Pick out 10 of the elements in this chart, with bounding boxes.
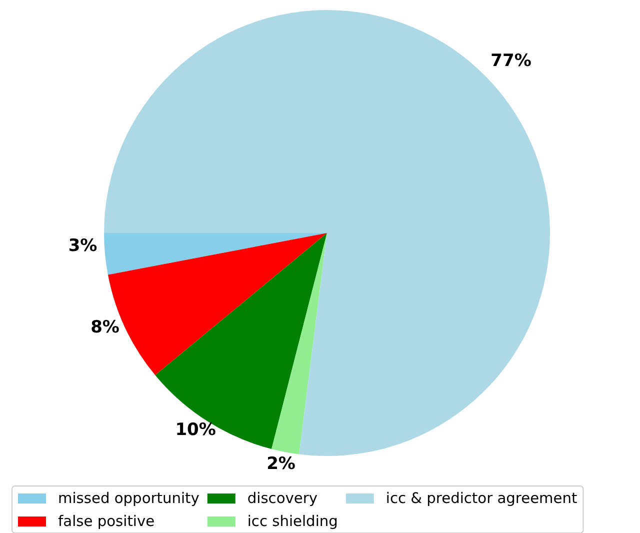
legend-label: false positive bbox=[58, 513, 155, 530]
data-label: 8% bbox=[90, 317, 120, 338]
legend-label: icc & predictor agreement bbox=[386, 490, 578, 507]
legend-label: missed opportunity bbox=[58, 490, 200, 507]
data-label: 77% bbox=[490, 50, 532, 71]
legend-label: discovery bbox=[247, 490, 318, 507]
data-label: 2% bbox=[266, 454, 296, 474]
legend-label: icc shielding bbox=[247, 513, 338, 530]
data-label: 3% bbox=[68, 236, 98, 256]
data-label: 10% bbox=[175, 420, 216, 440]
